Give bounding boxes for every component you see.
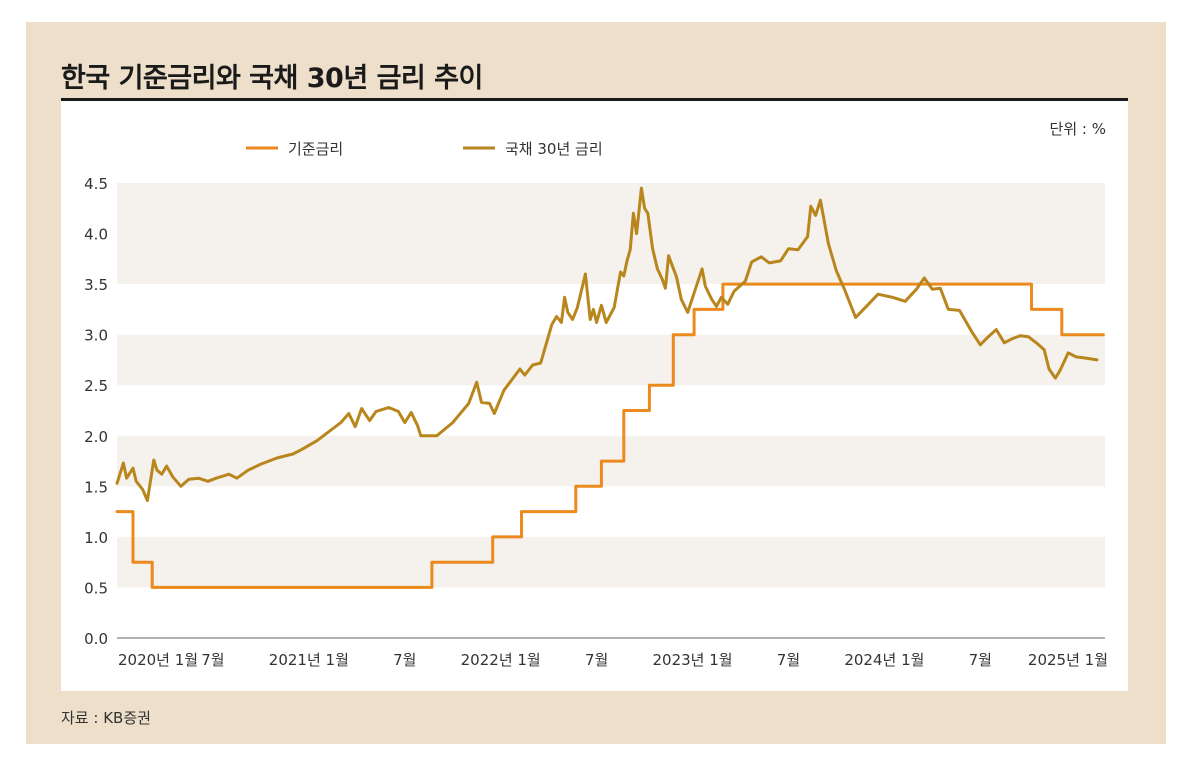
grid-band — [117, 536, 1105, 588]
y-tick-label: 1.5 — [84, 478, 108, 496]
legend-label: 기준금리 — [288, 140, 343, 158]
y-tick-label: 2.5 — [84, 377, 108, 395]
x-tick-label: 7월 — [585, 651, 608, 669]
x-tick-label: 2020년 1월 — [118, 651, 198, 669]
y-tick-label: 3.0 — [84, 327, 108, 345]
x-tick-label: 7월 — [393, 651, 416, 669]
chart-title: 한국 기준금리와 국채 30년 금리 추이 — [61, 63, 483, 94]
treasury-30y-line — [115, 186, 1099, 502]
grid-band — [117, 233, 1105, 285]
y-tick-label: 4.0 — [84, 226, 108, 244]
grid-band — [117, 334, 1105, 386]
x-tick-label: 7월 — [201, 651, 224, 669]
grid-bands — [117, 183, 1105, 588]
title-divider — [61, 98, 1128, 101]
legend-label: 국채 30년 금리 — [505, 140, 603, 158]
y-axis-ticks: 0.0 0.5 1.0 1.5 2.0 2.5 3.0 3.5 4.0 4.5 — [84, 175, 108, 648]
x-tick-label: 7월 — [777, 651, 800, 669]
y-tick-label: 4.5 — [84, 175, 108, 193]
legend: 기준금리 국채 30년 금리 — [246, 140, 603, 158]
y-tick-label: 1.0 — [84, 529, 108, 547]
grid-band — [117, 183, 1105, 234]
x-tick-label: 2022년 1월 — [461, 651, 541, 669]
x-tick-label: 2023년 1월 — [652, 651, 732, 669]
x-tick-label: 2024년 1월 — [844, 651, 924, 669]
x-tick-label: 7월 — [969, 651, 992, 669]
y-tick-label: 0.5 — [84, 579, 108, 597]
x-tick-label: 2021년 1월 — [269, 651, 349, 669]
x-tick-label: 2025년 1월 — [1028, 651, 1108, 669]
y-tick-label: 0.0 — [84, 630, 108, 648]
source-note: 자료 : KB증권 — [61, 709, 151, 727]
x-axis-ticks: 2020년 1월 7월 2021년 1월 7월 2022년 1월 7월 2023년 1월 7월… — [118, 651, 1108, 669]
y-tick-label: 3.5 — [84, 276, 108, 294]
series-lines — [115, 186, 1105, 589]
y-tick-label: 2.0 — [84, 428, 108, 446]
base-rate-line — [115, 282, 1105, 589]
unit-label: 단위 : % — [1050, 120, 1106, 138]
